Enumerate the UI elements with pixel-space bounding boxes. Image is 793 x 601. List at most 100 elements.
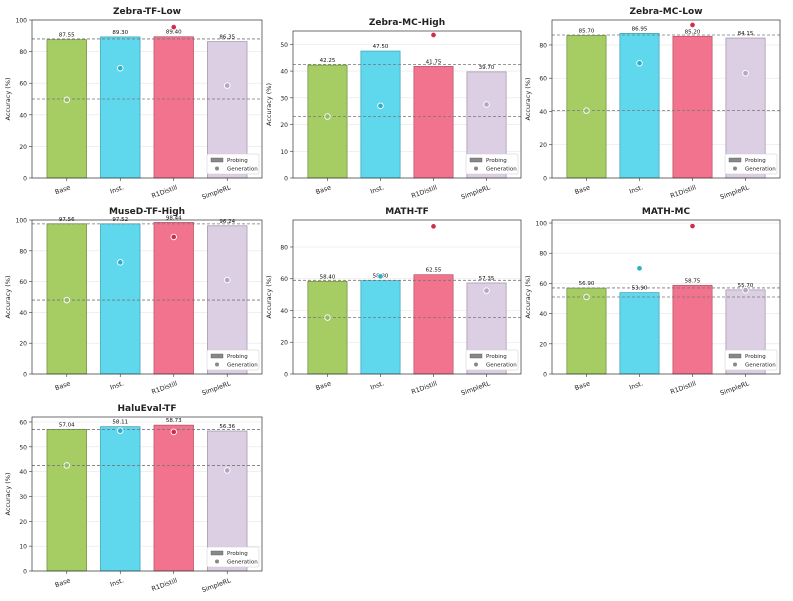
x-tick-label: Inst. xyxy=(109,379,125,391)
data-label: 56.90 xyxy=(579,281,595,287)
y-tick-label: 60 xyxy=(539,281,547,288)
chart-title: Zebra-MC-Low xyxy=(629,7,702,17)
x-tick-label: Base xyxy=(54,576,72,589)
legend-probing-label: Probing xyxy=(227,551,248,557)
y-axis-label: Accuracy (%) xyxy=(4,473,12,516)
x-tick-label: SimpleRL xyxy=(201,576,233,594)
legend-generation-marker xyxy=(215,362,219,367)
plot-frame xyxy=(551,219,781,375)
chart-title: MuseD-TF-High xyxy=(109,207,185,217)
y-tick-label: 20 xyxy=(539,142,547,149)
bar-inst xyxy=(619,292,660,375)
generation-point xyxy=(117,427,124,434)
generation-point xyxy=(223,82,231,89)
y-tick-label: 0 xyxy=(23,176,27,183)
legend: Probing Generation xyxy=(465,349,519,371)
bar-inst xyxy=(360,280,401,375)
generation-point xyxy=(430,223,437,230)
plot-frame xyxy=(551,19,781,179)
x-tick-label: R1Distill xyxy=(150,379,178,396)
data-label: 47.50 xyxy=(373,44,389,50)
data-label: 86.95 xyxy=(632,26,648,32)
bar-base xyxy=(566,287,607,375)
y-axis-label: Accuracy (%) xyxy=(524,276,532,319)
data-label: 89.30 xyxy=(112,30,128,36)
legend-probing-swatch xyxy=(210,353,224,359)
x-tick-label: Inst. xyxy=(628,183,644,195)
bar-inst xyxy=(100,36,141,179)
x-tick-label: Inst. xyxy=(109,183,125,195)
legend-probing-label: Probing xyxy=(486,158,507,164)
generation-point xyxy=(170,233,177,241)
data-label: 57.04 xyxy=(59,422,75,428)
y-tick-label: 20 xyxy=(19,519,27,526)
y-tick-label: 60 xyxy=(19,419,27,426)
y-tick-label: 60 xyxy=(280,276,288,283)
legend: Probing Generation xyxy=(465,153,519,175)
generation-point xyxy=(483,101,490,108)
legend-probing-label: Probing xyxy=(745,158,766,164)
y-tick-label: 60 xyxy=(19,279,27,286)
data-label: 39.70 xyxy=(479,65,495,71)
chart-title: MATH-MC xyxy=(642,207,691,217)
legend-probing-swatch xyxy=(210,550,224,556)
x-tick-label: Base xyxy=(315,183,333,196)
data-label: 58.11 xyxy=(112,420,128,426)
y-axis-label: Accuracy (%) xyxy=(265,83,273,126)
bar-base xyxy=(46,39,87,179)
x-tick-label: Base xyxy=(315,379,333,392)
legend-generation-label: Generation xyxy=(227,363,258,369)
y-tick-label: 40 xyxy=(539,109,547,116)
y-tick-label: 50 xyxy=(280,42,288,49)
y-tick-label: 20 xyxy=(539,341,547,348)
generation-point xyxy=(377,273,384,280)
data-label: 85.20 xyxy=(685,29,701,35)
legend-probing-swatch xyxy=(469,157,483,163)
legend-generation-marker xyxy=(474,362,478,367)
y-tick-label: 50 xyxy=(19,444,27,451)
data-label: 57.35 xyxy=(479,276,495,282)
data-label: 56.36 xyxy=(219,424,235,430)
bar-r1distill xyxy=(153,222,194,375)
plot-frame xyxy=(292,219,522,375)
y-tick-label: 40 xyxy=(19,469,27,476)
x-tick-label: R1Distill xyxy=(150,576,178,593)
generation-point xyxy=(689,222,696,230)
y-tick-label: 0 xyxy=(543,372,547,379)
y-tick-label: 60 xyxy=(539,76,547,83)
legend-generation-marker xyxy=(733,362,737,367)
generation-point xyxy=(223,276,231,284)
legend-generation-marker xyxy=(215,166,219,171)
legend-probing-swatch xyxy=(728,353,742,359)
bar-inst xyxy=(100,426,141,572)
legend-probing-swatch xyxy=(469,353,483,359)
y-axis-label: Accuracy (%) xyxy=(524,78,532,121)
x-tick-label: Inst. xyxy=(109,576,125,588)
y-tick-label: 80 xyxy=(280,244,288,251)
generation-point xyxy=(689,21,696,29)
generation-point xyxy=(636,265,643,272)
legend-generation-label: Generation xyxy=(486,167,517,173)
y-tick-label: 20 xyxy=(19,341,27,348)
x-tick-label: Base xyxy=(54,183,72,196)
data-label: 85.70 xyxy=(579,28,595,34)
legend-probing-label: Probing xyxy=(227,158,248,164)
data-label: 58.40 xyxy=(320,274,336,280)
legend: Probing Generation xyxy=(724,153,778,175)
data-label: 96.24 xyxy=(219,219,235,225)
plot-frame xyxy=(31,416,263,572)
y-tick-label: 100 xyxy=(16,218,28,225)
x-tick-label: SimpleRL xyxy=(719,183,751,201)
generation-point xyxy=(583,293,590,301)
chart-title: Zebra-TF-Low xyxy=(113,7,181,17)
data-label: 87.55 xyxy=(59,33,75,39)
y-tick-label: 80 xyxy=(19,248,27,255)
plot-frame xyxy=(31,219,263,375)
data-label: 58.75 xyxy=(685,278,701,284)
x-tick-label: SimpleRL xyxy=(460,183,492,201)
x-tick-label: Inst. xyxy=(369,183,385,195)
bar-r1distill xyxy=(153,424,194,572)
generation-point xyxy=(430,31,437,39)
